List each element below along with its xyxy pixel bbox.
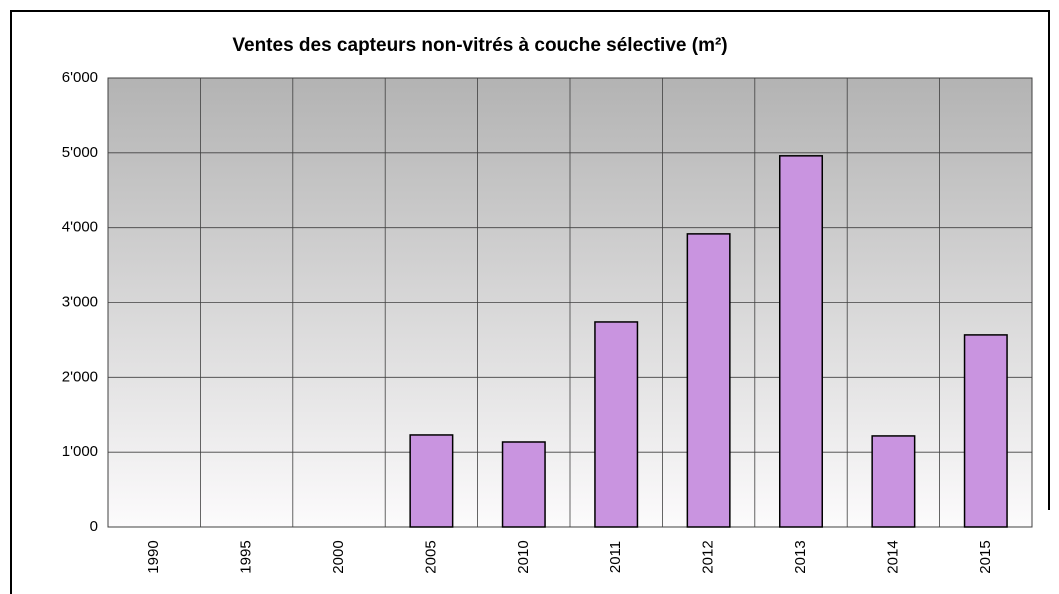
plot-border — [107, 77, 1033, 528]
y-tick-label: 2'000 — [62, 368, 98, 385]
x-tick-label: 2005 — [422, 540, 439, 573]
x-tick-label: 2011 — [607, 541, 624, 573]
y-tick-label: 0 — [90, 518, 98, 535]
x-tick-label: 1995 — [238, 540, 255, 573]
bar — [409, 434, 454, 528]
x-tick-label: 2013 — [792, 540, 809, 573]
chart-title: Ventes des capteurs non-vitrés à couche … — [232, 35, 727, 56]
frame — [10, 10, 1050, 594]
bar — [594, 321, 639, 528]
bar — [501, 441, 546, 528]
x-tick-label: 2000 — [330, 540, 347, 573]
y-tick-label: 6'000 — [62, 69, 98, 86]
x-tick-label: 2015 — [977, 540, 994, 573]
y-tick-label: 3'000 — [62, 293, 98, 310]
x-tick-label: 1990 — [145, 540, 162, 573]
y-tick-label: 1'000 — [62, 443, 98, 460]
y-tick-label: 4'000 — [62, 219, 98, 236]
bar — [686, 233, 731, 528]
bar — [778, 155, 824, 528]
bar — [871, 435, 916, 528]
x-tick-label: 2012 — [700, 540, 717, 573]
bar — [963, 334, 1008, 528]
y-tick-label: 5'000 — [62, 144, 98, 161]
x-tick-label: 2014 — [884, 540, 901, 573]
x-tick-label: 2010 — [515, 540, 532, 573]
